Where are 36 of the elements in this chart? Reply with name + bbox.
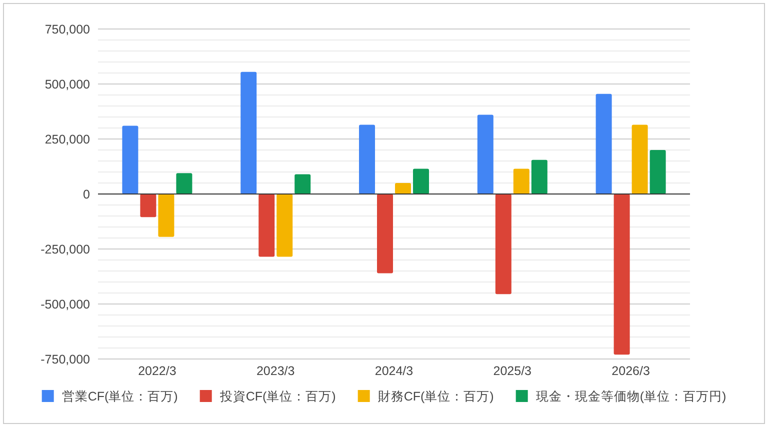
x-tick-label: 2025/3 [493,364,532,378]
bar [495,194,512,294]
bar [477,114,494,194]
x-tick-label: 2026/3 [612,364,650,378]
y-tick-label: 0 [83,188,90,202]
y-tick-label: -500,000 [40,298,90,312]
y-tick-label: 500,000 [44,78,90,92]
bar [650,150,666,194]
bar [276,194,293,257]
legend-label: 現金・現金等価物(単位：百万円) [536,390,726,404]
bar [377,194,393,274]
bar [413,168,429,194]
bar [176,173,192,194]
bar [632,124,648,194]
bar [140,194,156,218]
bar [240,72,257,194]
bar [395,183,411,194]
x-tick-label: 2023/3 [256,364,295,378]
legend-label: 投資CF(単位：百万) [218,390,336,404]
y-tick-label: -250,000 [40,242,90,256]
bar [513,168,530,194]
bar [158,194,174,237]
y-tick-label: 750,000 [44,22,90,36]
bar [122,126,138,194]
legend-label: 財務CF(単位：百万) [378,390,494,404]
bar [531,160,548,194]
bar [614,194,630,355]
y-tick-label: -750,000 [40,352,90,366]
bar [359,124,375,194]
x-tick-label: 2024/3 [374,364,414,378]
x-tick-label: 2022/3 [138,364,176,378]
y-tick-label: 250,000 [44,132,90,146]
legend-label: 営業CF(単位：百万) [62,390,178,404]
bar [294,174,311,194]
bar [596,94,612,194]
bar [258,194,275,257]
